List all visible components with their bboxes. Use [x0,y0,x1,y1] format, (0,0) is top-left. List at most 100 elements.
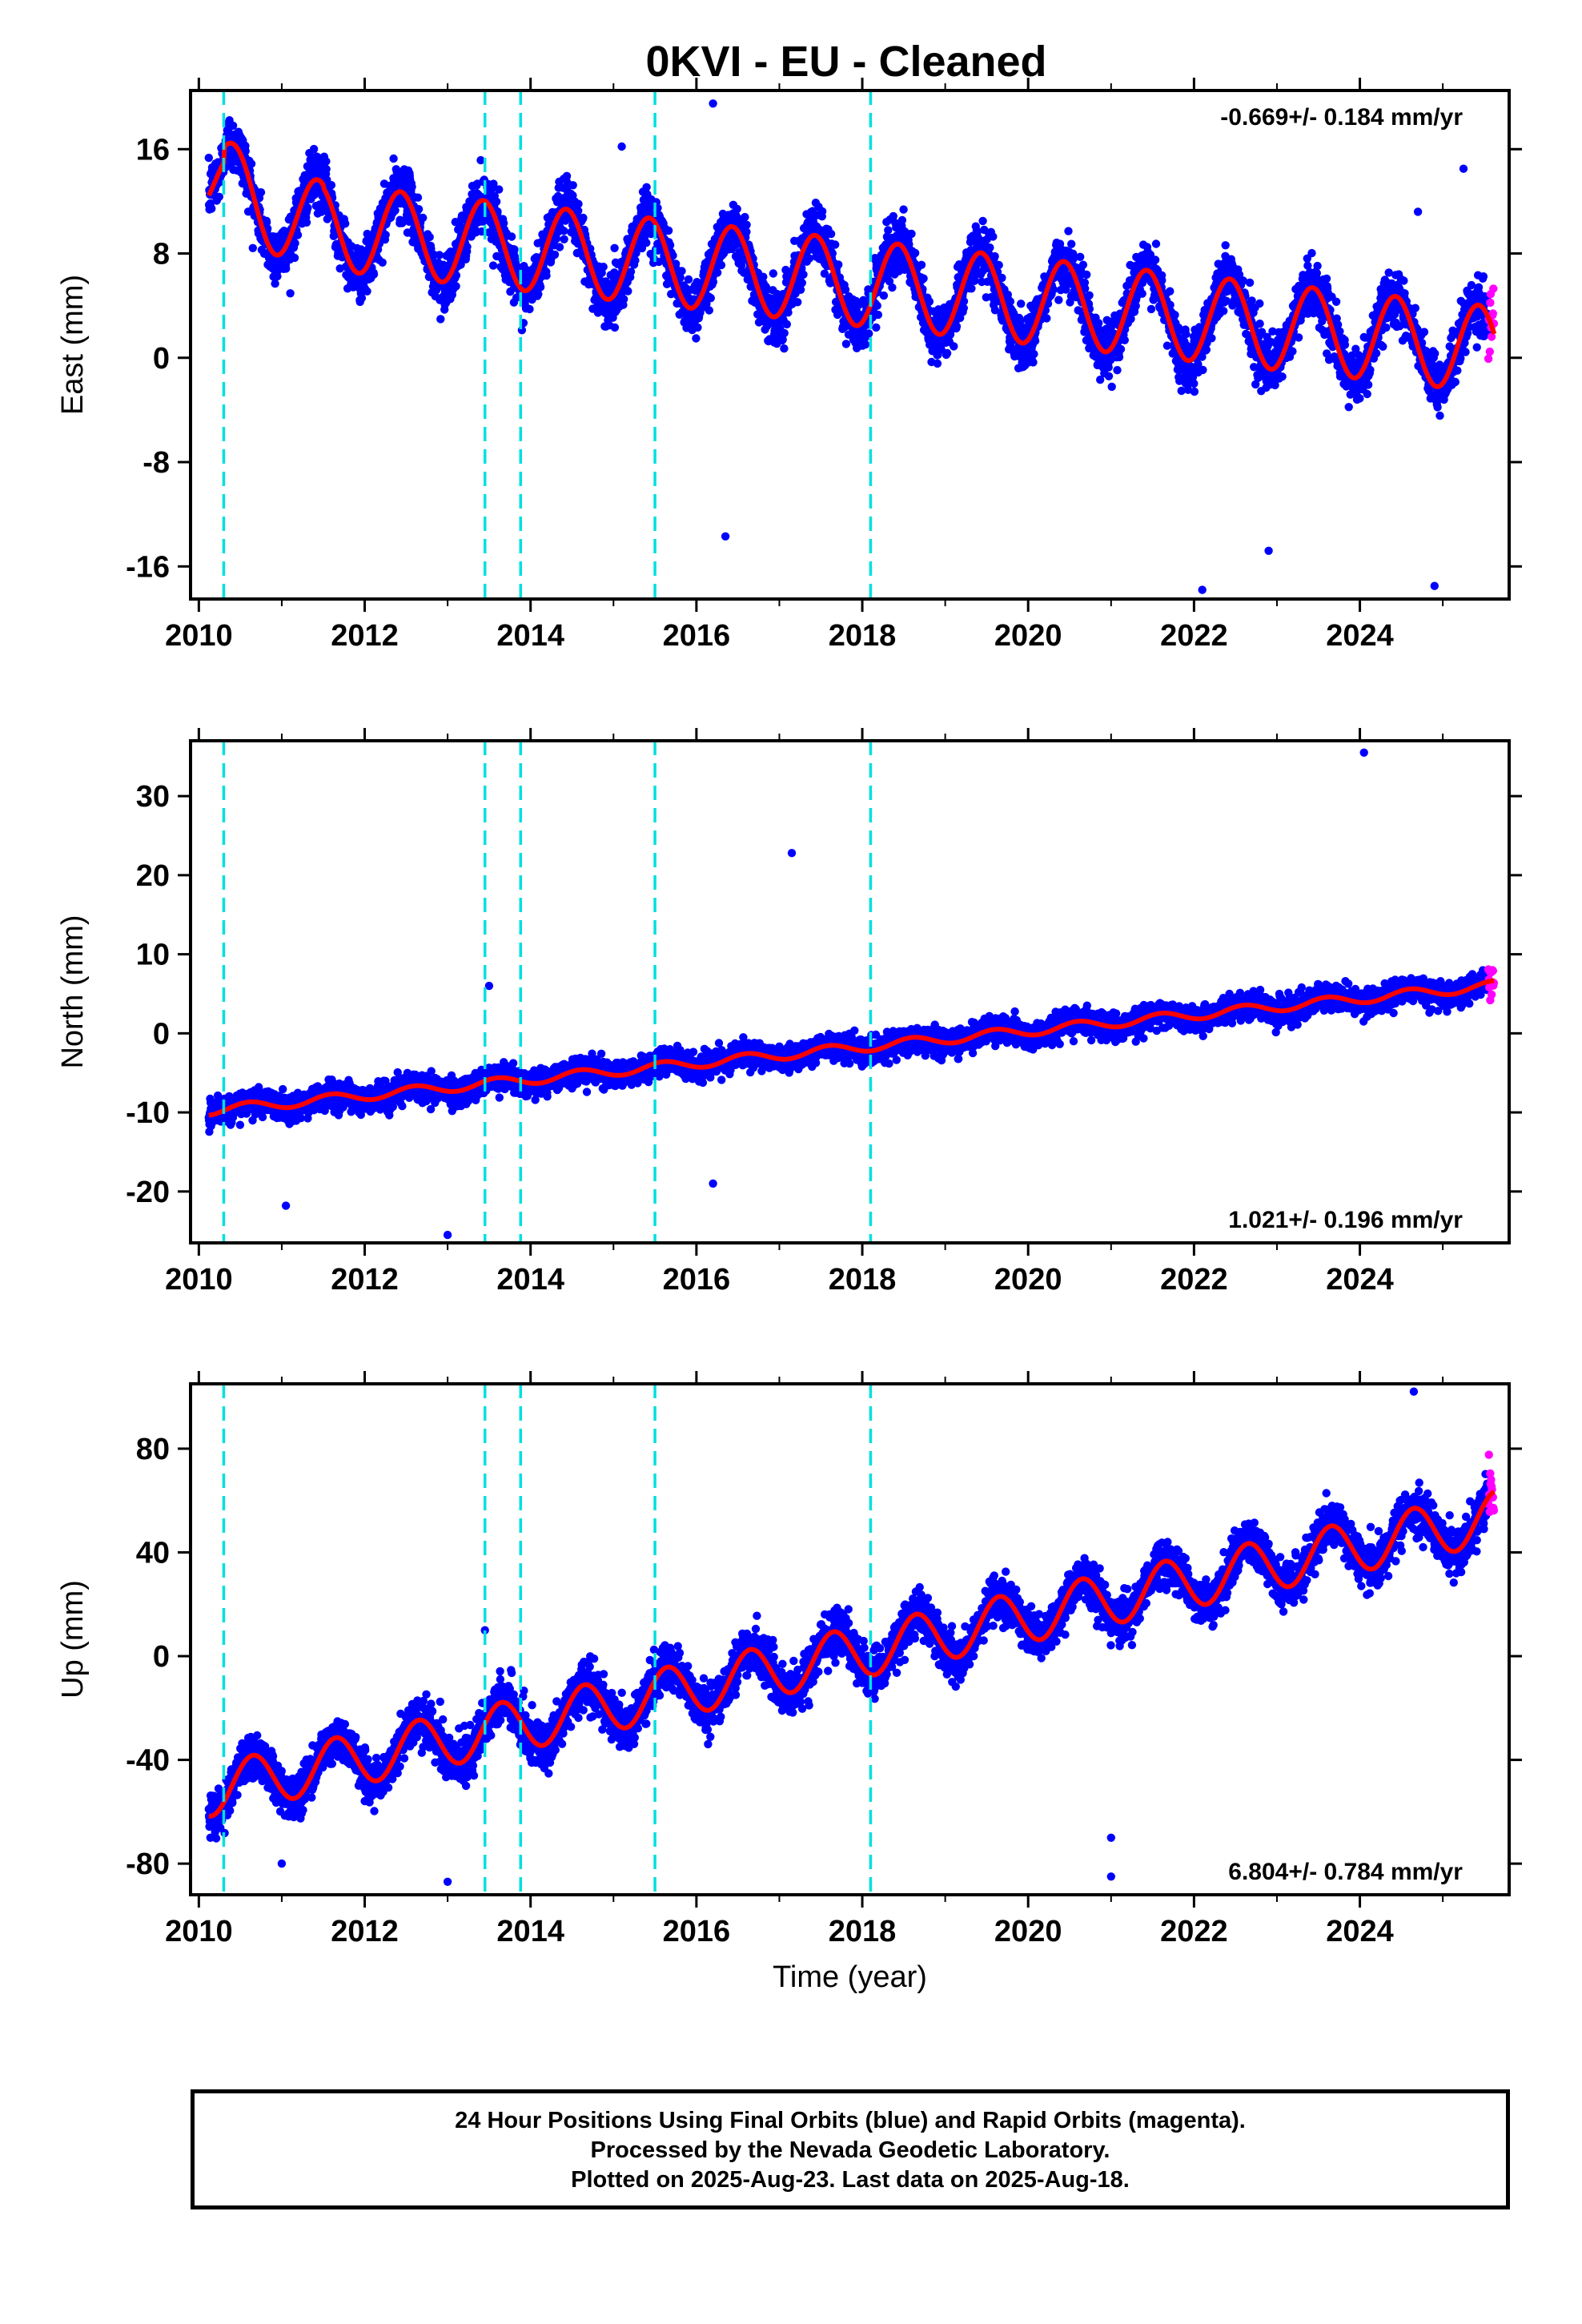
final-orbit-point [302,218,311,227]
final-orbit-point [990,251,999,261]
final-orbit-point [1221,241,1230,250]
final-orbit-point [1107,382,1116,392]
final-orbit-point [907,229,916,239]
final-orbit-point [861,340,870,349]
final-orbit-point [248,243,257,252]
final-orbit-point [1331,297,1341,306]
final-orbit-point [950,342,958,351]
final-orbit-point [599,263,608,271]
final-orbit-point [1067,239,1076,248]
plot-area [204,90,1499,599]
final-orbit-point [381,231,390,239]
final-orbit-point [1245,278,1255,287]
final-orbit-point [357,294,367,303]
final-orbit-point [555,243,564,251]
final-orbit-point [1255,320,1264,328]
final-orbit-point [879,291,889,300]
final-orbit-point [1016,316,1025,325]
final-orbit-point [579,213,588,223]
final-orbit-point [425,232,434,242]
final-orbit-point [841,285,850,294]
final-orbit-point [620,295,628,304]
final-orbit-point [610,243,619,252]
final-orbit-point [1166,287,1174,296]
final-orbit-point [733,204,741,214]
final-orbit-point [1120,336,1130,344]
final-orbit-point [492,197,501,206]
final-orbit-point [507,232,516,241]
panel-east: 2010 2012 2014 2016 2018 2020 2022 20241680-8-1… [56,78,1522,653]
final-orbit-point [560,227,568,235]
final-orbit-point [568,181,577,190]
final-orbit-point [654,257,664,267]
final-orbit-point [910,248,920,258]
final-orbit-point [241,147,250,155]
final-orbit-point [778,335,787,344]
final-orbit-point [1151,239,1161,248]
final-orbit-point [834,260,843,269]
final-orbit-point [841,340,851,348]
final-orbit-point [309,144,319,154]
final-orbit-point [550,250,560,259]
final-orbit-point [994,260,1003,270]
final-orbit-point [742,227,751,236]
final-orbit-point [769,269,777,278]
final-orbit-point [978,216,987,226]
final-orbit-point [408,183,416,191]
final-orbit-point [322,157,331,166]
final-orbit-point [542,271,551,280]
final-orbit-point [998,273,1006,283]
final-orbit-point [933,359,942,368]
final-orbit-point [1190,387,1199,396]
final-orbit-point [463,243,472,251]
final-orbit-point [693,323,702,332]
final-orbit-point [626,267,636,276]
final-orbit-point [717,260,726,270]
final-orbit-point [291,239,299,247]
final-orbit-point [574,207,583,215]
final-orbit-point [303,203,312,212]
final-orbit-point [1278,372,1287,381]
final-orbit-point [970,275,979,284]
final-orbit-point [293,231,303,239]
final-orbit-point [793,298,802,307]
final-orbit-point [665,240,675,250]
final-orbit-point [282,264,291,273]
final-orbit-point [990,306,1000,315]
final-orbit-point [624,287,632,296]
final-orbit-point [341,219,350,228]
final-orbit-point [805,254,814,263]
final-orbit-point [1104,372,1114,380]
final-orbit-point [632,248,640,258]
final-orbit-point [873,310,883,320]
final-orbit-point [495,185,504,194]
final-orbit-point [1085,291,1094,300]
final-orbit-point [1322,274,1331,283]
final-orbit-point [327,181,336,190]
final-orbit-point [1114,352,1124,362]
final-orbit-point [290,253,299,263]
final-orbit-point [1207,334,1216,343]
final-orbit-point [413,193,423,202]
final-orbit-point [986,243,994,252]
final-orbit-point [713,268,722,277]
final-orbit-point [1294,333,1303,342]
final-orbit-point [452,282,460,291]
final-orbit-point [741,212,749,222]
final-orbit-point [1116,344,1126,354]
final-orbit-point [1219,307,1228,316]
final-orbit-point [391,206,400,215]
final-orbit-point [642,239,651,247]
final-orbit-point [669,251,677,260]
final-orbit-point [831,240,840,249]
final-orbit-point [414,205,424,214]
final-orbit-point [1030,349,1038,359]
final-orbit-point [796,285,805,294]
final-orbit-point [959,304,969,312]
final-orbit-point [510,245,519,254]
final-orbit-point [820,269,829,278]
final-orbit-point [865,329,873,338]
final-orbit-point [1104,363,1113,372]
final-orbit-point [273,271,282,281]
